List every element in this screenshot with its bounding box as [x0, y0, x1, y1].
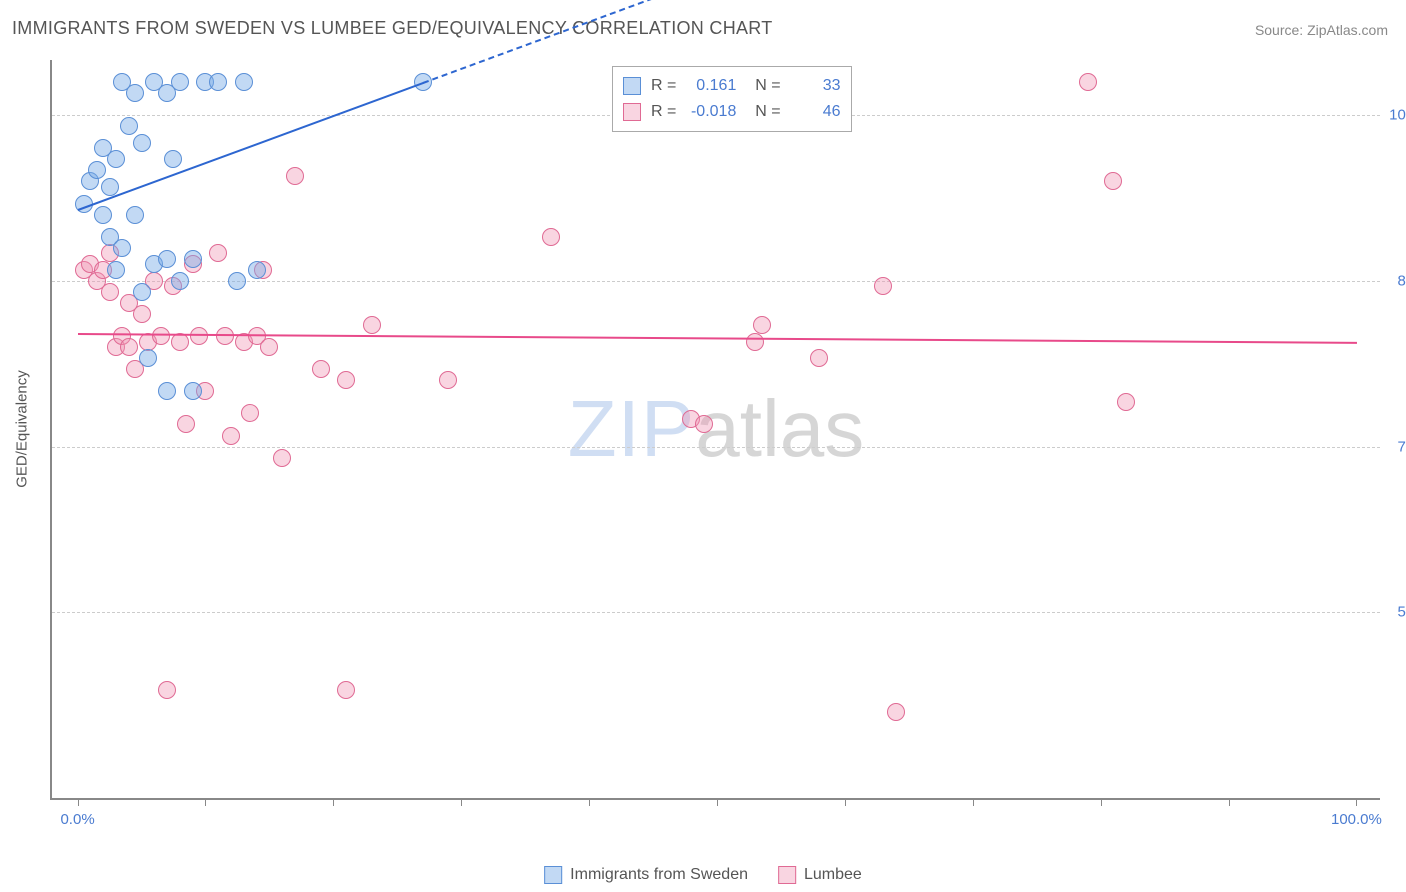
scatter-point-series2	[337, 681, 355, 699]
scatter-point-series1	[164, 150, 182, 168]
x-tick	[845, 798, 846, 806]
y-tick-label: 85.0%	[1385, 272, 1406, 289]
n-label: N =	[746, 103, 780, 121]
legend-item-series2: Lumbee	[778, 866, 862, 884]
x-tick	[78, 798, 79, 806]
scatter-point-series2	[190, 327, 208, 345]
legend-label-series1: Immigrants from Sweden	[570, 866, 748, 884]
correlation-legend: R = 0.161 N = 33 R = -0.018 N = 46	[612, 66, 852, 132]
scatter-point-series1	[139, 349, 157, 367]
gridline	[52, 281, 1380, 282]
y-tick-label: 70.0%	[1385, 438, 1406, 455]
scatter-point-series2	[120, 338, 138, 356]
x-tick	[205, 798, 206, 806]
x-tick	[589, 798, 590, 806]
scatter-point-series1	[228, 272, 246, 290]
scatter-point-series1	[184, 250, 202, 268]
scatter-point-series1	[171, 272, 189, 290]
scatter-point-series1	[107, 150, 125, 168]
scatter-point-series1	[209, 73, 227, 91]
scatter-point-series2	[158, 681, 176, 699]
n-label: N =	[746, 77, 780, 95]
r-value-series1: 0.161	[686, 77, 736, 95]
scatter-point-series1	[133, 134, 151, 152]
x-tick	[1229, 798, 1230, 806]
n-value-series2: 46	[791, 103, 841, 121]
scatter-point-series2	[209, 244, 227, 262]
scatter-point-series2	[810, 349, 828, 367]
scatter-point-series2	[1104, 172, 1122, 190]
watermark: ZIPatlas	[568, 383, 864, 475]
x-tick	[1356, 798, 1357, 806]
r-label: R =	[651, 77, 676, 95]
legend-row-series2: R = -0.018 N = 46	[623, 99, 841, 125]
plot-area: GED/Equivalency ZIPatlas 55.0%70.0%85.0%…	[50, 60, 1380, 800]
y-tick-label: 100.0%	[1385, 107, 1406, 124]
scatter-point-series1	[94, 206, 112, 224]
x-tick	[1101, 798, 1102, 806]
chart-title: IMMIGRANTS FROM SWEDEN VS LUMBEE GED/EQU…	[12, 18, 773, 39]
scatter-point-series1	[120, 117, 138, 135]
legend-label-series2: Lumbee	[804, 866, 862, 884]
scatter-point-series2	[695, 415, 713, 433]
scatter-point-series1	[113, 239, 131, 257]
source-attribution: Source: ZipAtlas.com	[1255, 22, 1388, 38]
legend-swatch-series1	[623, 77, 641, 95]
scatter-point-series1	[88, 161, 106, 179]
scatter-point-series2	[1117, 393, 1135, 411]
r-label: R =	[651, 103, 676, 121]
scatter-point-series2	[286, 167, 304, 185]
legend-swatch-series2	[778, 866, 796, 884]
legend-swatch-series1	[544, 866, 562, 884]
y-tick-label: 55.0%	[1385, 604, 1406, 621]
scatter-point-series1	[158, 382, 176, 400]
scatter-point-series2	[746, 333, 764, 351]
legend-swatch-series2	[623, 103, 641, 121]
scatter-point-series1	[248, 261, 266, 279]
scatter-point-series2	[216, 327, 234, 345]
x-tick-label: 100.0%	[1331, 811, 1382, 828]
scatter-point-series2	[260, 338, 278, 356]
scatter-point-series2	[152, 327, 170, 345]
r-value-series2: -0.018	[686, 103, 736, 121]
scatter-point-series1	[235, 73, 253, 91]
scatter-point-series2	[101, 283, 119, 301]
gridline	[52, 447, 1380, 448]
scatter-point-series1	[126, 84, 144, 102]
scatter-point-series1	[126, 206, 144, 224]
n-value-series1: 33	[791, 77, 841, 95]
scatter-point-series1	[101, 178, 119, 196]
scatter-point-series2	[887, 703, 905, 721]
scatter-point-series2	[241, 404, 259, 422]
x-tick	[461, 798, 462, 806]
scatter-point-series2	[542, 228, 560, 246]
gridline	[52, 612, 1380, 613]
x-tick	[717, 798, 718, 806]
y-axis-title: GED/Equivalency	[14, 370, 31, 488]
scatter-point-series2	[312, 360, 330, 378]
x-tick	[333, 798, 334, 806]
legend-item-series1: Immigrants from Sweden	[544, 866, 748, 884]
scatter-point-series1	[133, 283, 151, 301]
scatter-point-series2	[273, 449, 291, 467]
scatter-point-series1	[171, 73, 189, 91]
scatter-point-series2	[177, 415, 195, 433]
series-legend: Immigrants from Sweden Lumbee	[544, 866, 862, 884]
scatter-point-series2	[874, 277, 892, 295]
trendline-series1	[77, 82, 423, 211]
scatter-point-series2	[439, 371, 457, 389]
scatter-point-series2	[222, 427, 240, 445]
scatter-point-series1	[184, 382, 202, 400]
scatter-point-series1	[158, 250, 176, 268]
scatter-point-series1	[107, 261, 125, 279]
x-tick-label: 0.0%	[60, 811, 94, 828]
scatter-point-series2	[1079, 73, 1097, 91]
scatter-point-series2	[133, 305, 151, 323]
scatter-point-series2	[363, 316, 381, 334]
legend-row-series1: R = 0.161 N = 33	[623, 73, 841, 99]
scatter-point-series2	[337, 371, 355, 389]
scatter-point-series2	[753, 316, 771, 334]
x-tick	[973, 798, 974, 806]
